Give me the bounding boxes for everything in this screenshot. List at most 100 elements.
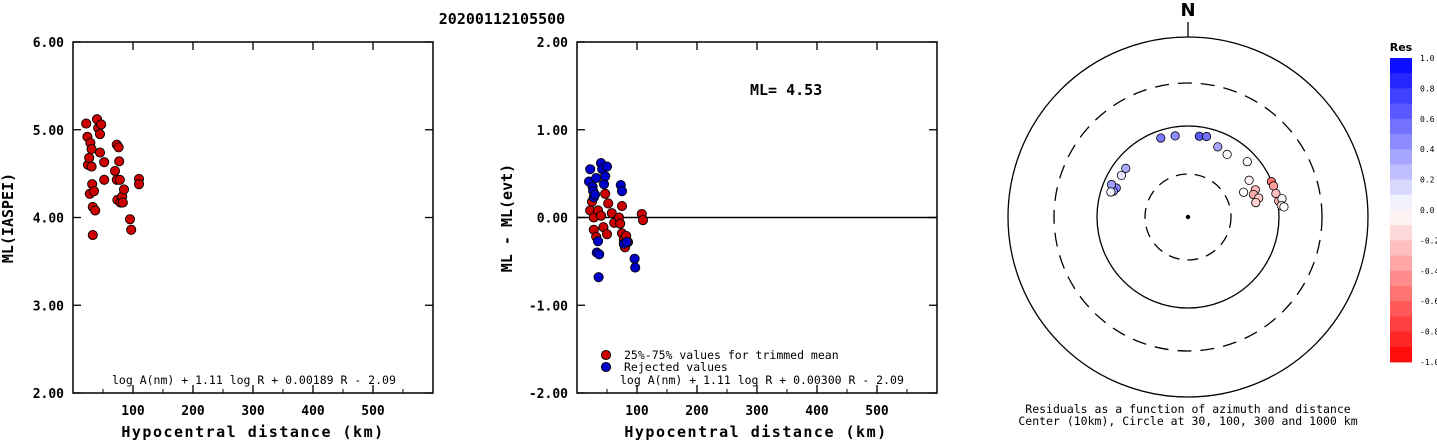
colorbar-tick-label: 0.2: [1420, 176, 1435, 185]
x-tick-label: 400: [805, 404, 829, 419]
tick-group: 2.00 1.00 0.00 -1.00 -2.00 100 200 300 400 500: [529, 36, 937, 419]
station-marker: [1279, 202, 1289, 212]
data-point: [594, 249, 605, 260]
colorbar-cell: [1390, 58, 1412, 74]
station-marker: [1268, 181, 1279, 191]
data-point: [637, 215, 649, 226]
colorbar-cell: [1390, 164, 1412, 180]
station-marker: [1170, 131, 1180, 141]
y-tick-label: 3.00: [33, 299, 64, 314]
data-point: [96, 119, 107, 130]
figure-title: 20200112105500: [439, 10, 565, 28]
y-tick-label: 1.00: [537, 124, 568, 139]
colorbar-tick-label: -0.2: [1420, 236, 1437, 245]
data-point: [606, 208, 617, 219]
y-tick-label: -2.00: [529, 387, 568, 402]
colorbar-cell: [1390, 194, 1412, 211]
colorbar-cell: [1390, 255, 1412, 272]
colorbar-cell: [1390, 270, 1412, 287]
azimuth-residual-panel: N Residuals as a function of azimuth and…: [1007, 0, 1369, 428]
colorbar-cell: [1390, 88, 1412, 104]
north-label: N: [1180, 0, 1195, 21]
y-tick-label: 4.00: [33, 212, 64, 227]
x-tick-label: 300: [745, 404, 769, 419]
colorbar-cell: [1390, 149, 1412, 165]
x-axis-label: Hypocentral distance (km): [121, 423, 384, 441]
colorbar-tick-label: -0.8: [1420, 328, 1437, 337]
caption-line-1: Residuals as a function of azimuth and d…: [1025, 402, 1350, 416]
x-tick-label: 400: [301, 404, 325, 419]
data-points: [583, 158, 649, 283]
data-point: [600, 171, 611, 182]
y-tick-label: 0.00: [537, 212, 568, 227]
data-point: [585, 164, 596, 175]
data-point: [630, 262, 641, 273]
data-point: [113, 142, 124, 153]
data-point: [86, 161, 97, 172]
x-tick-label: 300: [241, 404, 265, 419]
station-marker: [1239, 187, 1249, 197]
station-marker: [1244, 175, 1254, 185]
data-point: [114, 156, 125, 167]
legend-label-rejected: Rejected values: [624, 360, 728, 374]
y-tick-label: 5.00: [33, 124, 64, 139]
data-point: [114, 174, 125, 185]
y-tick-label: 2.00: [33, 387, 64, 402]
colorbar-cell: [1390, 179, 1412, 196]
colorbar-cell: [1390, 316, 1412, 332]
x-tick-label: 100: [625, 404, 649, 419]
data-point: [621, 237, 632, 248]
data-point: [601, 161, 613, 172]
x-axis-label: Hypocentral distance (km): [624, 423, 887, 441]
data-point: [99, 174, 110, 185]
data-point: [629, 253, 640, 264]
y-tick-label: 6.00: [33, 36, 64, 51]
colorbar-cell: [1390, 210, 1412, 226]
station-marker: [1156, 133, 1166, 143]
data-point: [595, 210, 607, 221]
data-point: [124, 214, 136, 225]
station-marker: [1116, 170, 1127, 181]
ring-300km: [1053, 82, 1323, 352]
colorbar-cell: [1390, 225, 1412, 241]
data-point: [591, 172, 602, 184]
data-point: [126, 224, 137, 235]
colorbar-tick-label: 0.8: [1420, 84, 1435, 93]
caption-line-2: Center (10km), Circle at 30, 100, 300 an…: [1018, 414, 1357, 428]
colorbar-cell: [1390, 103, 1412, 120]
formula-text: log A(nm) + 1.11 log R + 0.00189 R - 2.0…: [112, 373, 396, 387]
station-marker: [1201, 131, 1212, 142]
data-points: [81, 114, 145, 241]
data-point: [81, 118, 92, 129]
ring-100km: [1096, 125, 1280, 309]
x-tick-label: 100: [121, 404, 145, 419]
colorbar-cell: [1390, 346, 1412, 363]
colorbar-tick-label: -0.4: [1420, 267, 1437, 276]
colorbar-tick-label: -1.0: [1420, 358, 1437, 367]
x-tick-label: 200: [685, 404, 709, 419]
formula-text: log A(nm) + 1.11 log R + 0.00300 R - 2.0…: [620, 373, 904, 387]
residual-vs-distance-panel: 2.00 1.00 0.00 -1.00 -2.00 100 200 300 400 500 ML…: [498, 36, 938, 441]
data-point: [600, 188, 611, 199]
y-axis-label: ML - ML(evt): [498, 164, 516, 272]
x-tick-label: 500: [361, 404, 385, 419]
colorbar-tick-label: 0.4: [1420, 145, 1435, 154]
data-point: [603, 198, 614, 209]
colorbar-title: Res: [1390, 41, 1413, 54]
data-point: [84, 152, 95, 163]
legend-marker-trimmed: [600, 349, 612, 361]
data-point: [86, 144, 97, 155]
colorbar-cell: [1390, 331, 1412, 348]
data-point: [118, 184, 130, 195]
data-point: [90, 205, 101, 216]
residual-colorbar: Res 1.0 0.8 0.6 0.4 0.2 0.0 -0.2 -0.4 -0.6 -0.8 -1…: [1390, 41, 1437, 367]
station-marker: [1242, 157, 1252, 167]
colorbar-ticks: 1.0 0.8 0.6 0.4 0.2 0.0 -0.2 -0.4 -0.6 -0.8 -1.0: [1420, 54, 1437, 367]
station-marker: [1121, 163, 1131, 173]
data-point: [94, 129, 106, 140]
data-point: [109, 165, 121, 177]
colorbar-cell: [1390, 301, 1412, 317]
tick-group: 6.00 5.00 4.00 3.00 2.00 100 200 300 400 500: [33, 36, 433, 419]
data-point: [593, 272, 604, 283]
